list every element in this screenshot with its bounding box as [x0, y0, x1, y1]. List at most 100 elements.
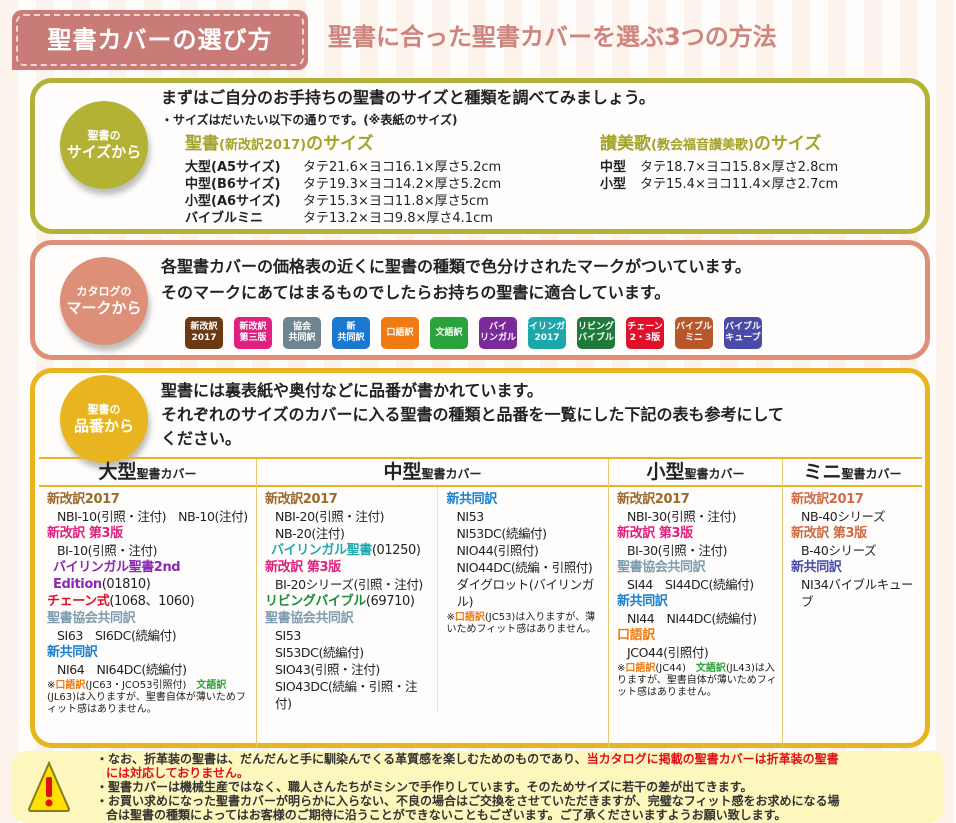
model-number: SIO43DC(続編・引照・注付) [275, 679, 418, 711]
column-header: 大型聖書カバー [39, 459, 256, 487]
size-name: 小型 [646, 461, 685, 483]
badge-bottom: サイズから [66, 142, 142, 161]
group-name: 口語訳 [617, 628, 655, 643]
mark-badge: 文語訳 [430, 317, 468, 349]
group-code: (69710) [365, 594, 415, 609]
note-text: (JL63)は入りますが、聖書自体が薄いためフィット感はありません。 [47, 692, 246, 715]
number-badge: 聖書の 品番から [60, 375, 148, 463]
column-body: 新改訳2017 NBI-30(引照・注付) 新改訳 第3版 BI-30(引照・注付) 聖… [609, 487, 782, 699]
column-body: 新改訳2017 NBI-10(引照・注付) NB-10(注付) 新改訳 第3版 BI-… [39, 487, 256, 716]
warning-line-1b: には対応しておりません。 [106, 766, 249, 780]
group-name: バイリンガル聖書2nd Edition [53, 560, 181, 592]
group-heading: チェーン式(1068、1060) [47, 593, 252, 610]
column-body: 新改訳2017 NB-40シリーズ 新改訳 第3版 B-40シリーズ 新共同訳 NI34バ… [783, 487, 922, 610]
column-header: ミニ聖書カバー [783, 459, 922, 487]
note-text: ※ [446, 612, 455, 623]
group-heading: リビングバイブル(69710) [265, 593, 433, 610]
title-tab: 聖書カバーの選び方 [12, 10, 308, 70]
group-heading: 新共同訳 [791, 559, 918, 576]
column-header: 中型聖書カバー [257, 459, 608, 487]
model-number: BI-10(引照・注付) [57, 543, 158, 558]
size-note: ・サイズはだいたい以下の通りです。(※表紙のサイズ) [161, 113, 458, 127]
size-row: 中型(B6サイズ) タテ19.3×ヨコ14.2×厚さ5.2cm [185, 176, 501, 193]
model-number: JCO44(引照付) [627, 645, 709, 660]
number-line2: それぞれのサイズのカバーに入る聖書の種類と品番を一覧にした下記の表も参考にして [161, 405, 785, 424]
cover-label: 聖書カバー [841, 467, 902, 481]
mark-badge: バイリンガル 2017 [520, 317, 574, 349]
size-label: 中型 [600, 160, 627, 175]
model-number: SI53 [275, 628, 301, 643]
size-label: 中型(B6サイズ) [185, 177, 281, 192]
group-heading: 新改訳 第3版 [265, 559, 433, 576]
model-number: SI44 SI44DC(続編付) [627, 577, 754, 592]
note-text: (JC53)は入りますが、薄いためフィット感はありません。 [446, 612, 596, 635]
size-label: 大型(A5サイズ) [185, 160, 281, 175]
group-name: 新改訳 第3版 [617, 526, 693, 541]
size-name: 中型 [383, 461, 422, 483]
mark-badge: カタログの マークから [60, 257, 148, 345]
mark-badge: 口語訳 [381, 317, 419, 349]
note-text: 文語訳 [196, 680, 227, 691]
group-name: 新改訳2017 [617, 492, 690, 507]
group-name: 聖書協会共同訳 [617, 560, 706, 575]
page-subtitle: 聖書に合った聖書カバーを選ぶ3つの方法 [328, 23, 777, 51]
group-name: 新共同訳 [446, 492, 497, 507]
model-number: B-40シリーズ [801, 543, 877, 558]
group-heading: 聖書協会共同訳 [47, 610, 252, 627]
note-text: (JC63・JCO53引照付) [85, 680, 197, 691]
badge-top: 聖書の [87, 402, 121, 416]
size-name: ミニ [803, 461, 842, 483]
badge-bottom: マークから [66, 298, 142, 317]
size-label: 小型 [600, 177, 627, 192]
size-value: タテ21.6×ヨコ16.1×厚さ5.2cm [303, 160, 502, 175]
page-title: 聖書カバーの選び方 [47, 26, 273, 54]
number-line3: ください。 [161, 429, 242, 448]
size-label: バイブルミニ [185, 211, 264, 226]
size-panel: 聖書の サイズから まずはご自分のお手持ちの聖書のサイズと種類を調べてみましょう… [30, 78, 930, 234]
warning-line-4: 合は聖書の種類によってはお客様のご期待に沿うことができないこともございます。ご了… [106, 808, 787, 822]
mark-badge: バイ リンガル [479, 317, 517, 349]
size-value: タテ15.4×ヨコ11.4×厚さ2.7cm [640, 177, 839, 192]
size-column: 小型聖書カバー 新改訳2017 NBI-30(引照・注付) 新改訳 第3版 BI-30(… [609, 459, 783, 747]
model-number: NB-20(注付) [275, 526, 345, 541]
column-body: 新改訳2017 NBI-20(引照・注付) NB-20(注付) バイリンガル聖書(01… [257, 487, 439, 712]
model-number: NBI-30(引照・注付) [627, 509, 737, 524]
group-heading: 聖書協会共同訳 [265, 610, 433, 627]
size-column: 大型聖書カバー 新改訳2017 NBI-10(引照・注付) NB-10(注付) 新改訳… [39, 459, 257, 747]
note-text: 口語訳 [55, 680, 86, 691]
mark-badge: チェーン 2・3版 [626, 317, 664, 349]
model-number: NBI-20(引照・注付) [275, 509, 385, 524]
group-code: (1068、1060) [109, 594, 195, 609]
size-column: ミニ聖書カバー 新改訳2017 NB-40シリーズ 新改訳 第3版 B-40シリーズ 新共… [783, 459, 922, 747]
note-text: (JL43)は入りますが、聖書自体が薄いためフィット感はありません。 [617, 663, 777, 698]
group-name: 新改訳 第3版 [265, 560, 341, 575]
model-number: ダイグロット(バイリンガル) [456, 577, 594, 609]
warning-box: ・なお、折革装の聖書は、だんだんと手に馴染んでくる革質感を楽しむためのものであり… [12, 751, 944, 823]
note-text: 文語訳 [695, 663, 726, 674]
group-code: (01810) [101, 577, 151, 592]
size-column: 中型聖書カバー 新改訳2017 NBI-20(引照・注付) NB-20(注付) バイリン… [257, 459, 609, 747]
number-panel: 聖書の 品番から 聖書には裏表紙や奥付などに品番が書かれています。 それぞれのサ… [30, 368, 930, 748]
model-number: NI44 NI44DC(続編付) [627, 611, 757, 626]
badge-top: 聖書の [87, 128, 121, 142]
mark-badge: バイブル キューブ [724, 317, 762, 349]
model-number: BI-20シリーズ(引照・注付) [275, 577, 423, 592]
group-name: チェーン式 [47, 594, 110, 609]
group-name: リビングバイブル [265, 594, 366, 609]
fit-note: ※口語訳(JC44) 文語訳(JL43)は入りますが、聖書自体が薄いためフィット… [617, 663, 778, 699]
size-label: 小型(A6サイズ) [185, 194, 281, 209]
model-number: NBI-10(引照・注付) NB-10(注付) [57, 509, 248, 524]
model-number: SI53DC(続編付) [275, 645, 364, 660]
warning-emphasis: 当カタログに掲載の聖書カバーは折革装の聖書 [586, 752, 839, 766]
group-heading: 新共同訳 [617, 593, 778, 610]
cover-label: 聖書カバー [684, 467, 745, 481]
bible-size-title: 聖書(新改訳2017)のサイズ [185, 133, 374, 157]
model-number-table: 大型聖書カバー 新改訳2017 NBI-10(引照・注付) NB-10(注付) 新改訳… [39, 457, 922, 747]
group-heading: 新共同訳 [446, 491, 604, 508]
group-name: 新共同訳 [617, 594, 668, 609]
model-number: SI63 SI6DC(続編付) [57, 628, 177, 643]
size-value: タテ19.3×ヨコ14.2×厚さ5.2cm [303, 177, 502, 192]
number-line1: 聖書には裏表紙や奥付などに品番が書かれています。 [161, 381, 543, 400]
size-row: 大型(A5サイズ) タテ21.6×ヨコ16.1×厚さ5.2cm [185, 159, 501, 176]
model-number: NI64 NI64DC(続編付) [57, 662, 187, 677]
